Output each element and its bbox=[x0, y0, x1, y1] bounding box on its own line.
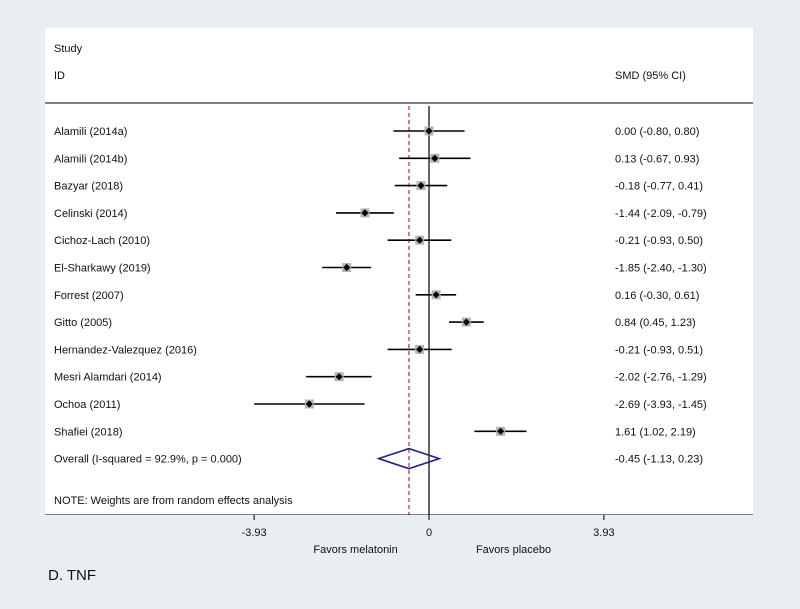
study-label: Gitto (2005) bbox=[54, 317, 112, 329]
study-point bbox=[462, 318, 470, 326]
study-label: Bazyar (2018) bbox=[54, 181, 123, 193]
study-ci-text: 0.16 (-0.30, 0.61) bbox=[615, 290, 699, 302]
study-point bbox=[432, 291, 440, 299]
study-ci-text: -2.02 (-2.76, -1.29) bbox=[615, 372, 707, 384]
study-point bbox=[417, 182, 425, 190]
study-point bbox=[416, 345, 424, 353]
study-ci-text: -0.21 (-0.93, 0.50) bbox=[615, 235, 703, 247]
study-ci-text: 0.13 (-0.67, 0.93) bbox=[615, 153, 699, 165]
study-label: Ochoa (2011) bbox=[54, 399, 120, 411]
study-ci-text: -2.69 (-3.93, -1.45) bbox=[615, 399, 707, 411]
overall-ci-text: -0.45 (-1.13, 0.23) bbox=[615, 454, 703, 466]
study-point bbox=[335, 373, 343, 381]
panel-caption: D. TNF bbox=[48, 567, 97, 584]
study-label: Shafiei (2018) bbox=[54, 426, 123, 438]
study-point bbox=[425, 127, 433, 135]
overall-diamond bbox=[376, 447, 442, 470]
plot-panel: Study ID SMD (95% CI) Alamili (2014a) 0.0… bbox=[45, 28, 753, 515]
study-ci-text: -0.18 (-0.77, 0.41) bbox=[615, 181, 703, 193]
study-point bbox=[305, 400, 313, 408]
header-study: Study bbox=[54, 43, 83, 55]
x-tick-label: 0 bbox=[426, 527, 432, 539]
footnote: NOTE: Weights are from random effects an… bbox=[54, 495, 293, 507]
study-point bbox=[343, 263, 351, 272]
study-label: Celinski (2014) bbox=[54, 208, 127, 220]
forest-marks: Alamili (2014a) 0.00 (-0.80, 0.80) Alamili… bbox=[54, 106, 707, 515]
study-label: Hernandez-Valezquez (2016) bbox=[54, 344, 197, 356]
study-label: Forrest (2007) bbox=[54, 290, 124, 302]
x-tick-label: -3.93 bbox=[242, 527, 267, 539]
study-label: Alamili (2014a) bbox=[54, 126, 127, 138]
favors-left-label: Favors melatonin bbox=[313, 544, 397, 556]
study-label: Cichoz-Lach (2010) bbox=[54, 235, 150, 247]
study-ci-text: -1.44 (-2.09, -0.79) bbox=[615, 208, 707, 220]
study-ci-text: -0.21 (-0.93, 0.51) bbox=[615, 344, 703, 356]
study-point bbox=[361, 209, 369, 217]
study-label: Alamili (2014b) bbox=[54, 153, 127, 165]
study-ci-text: 0.84 (0.45, 1.23) bbox=[615, 317, 696, 329]
study-ci-text: 0.00 (-0.80, 0.80) bbox=[615, 126, 699, 138]
study-label: El-Sharkawy (2019) bbox=[54, 263, 151, 275]
study-ci-text: 1.61 (1.02, 2.19) bbox=[615, 426, 696, 438]
study-ci-text: -1.85 (-2.40, -1.30) bbox=[615, 263, 707, 275]
study-label: Mesri Alamdari (2014) bbox=[54, 372, 162, 384]
x-axis-marks: -3.93 0 3.93 Favors melatonin Favors placebo bbox=[242, 515, 615, 556]
study-point bbox=[431, 154, 439, 162]
x-tick-label: 3.93 bbox=[593, 527, 614, 539]
overall-label: Overall (I-squared = 92.9%, p = 0.000) bbox=[54, 454, 242, 466]
study-point bbox=[416, 236, 424, 244]
study-point bbox=[497, 427, 505, 435]
forest-plot: Study ID SMD (95% CI) Alamili (2014a) 0.0… bbox=[45, 43, 753, 515]
header-id: ID bbox=[54, 70, 65, 82]
favors-right-label: Favors placebo bbox=[476, 544, 551, 556]
header-effect: SMD (95% CI) bbox=[615, 70, 686, 82]
